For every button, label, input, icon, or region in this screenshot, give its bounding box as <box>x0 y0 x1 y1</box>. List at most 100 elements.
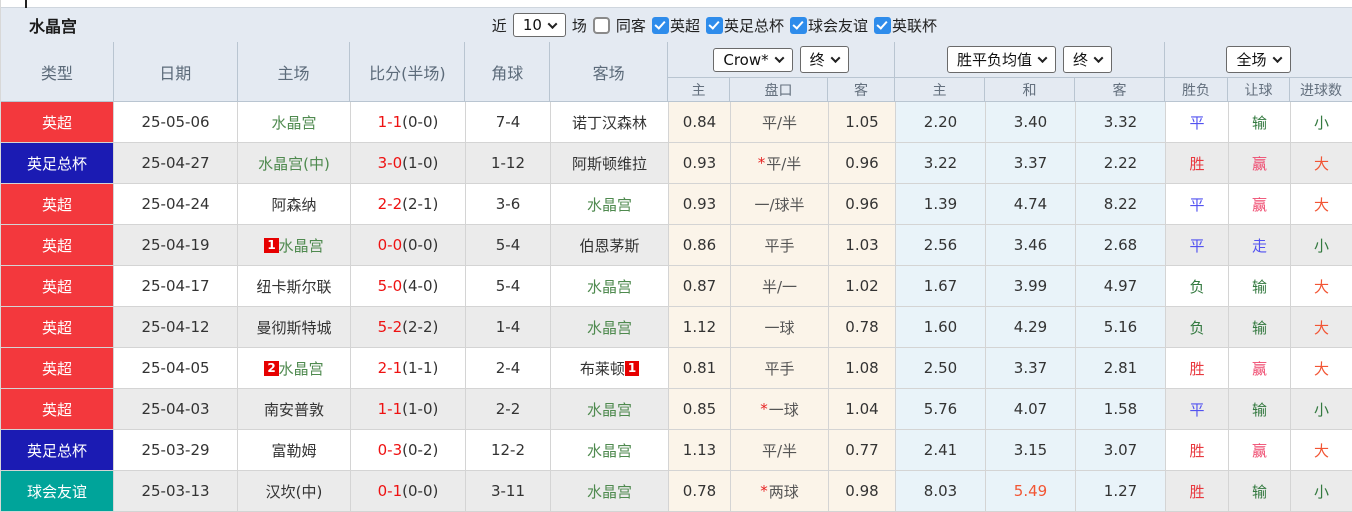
handicap-text: 半/一 <box>761 277 798 296</box>
avg-home: 1.60 <box>896 307 986 348</box>
home-team-name[interactable]: 汉坎(中) <box>265 482 323 501</box>
away-team-name[interactable]: 水晶宫 <box>586 195 632 214</box>
subheader-odds-away: 客 <box>828 77 895 101</box>
match-date: 25-04-12 <box>114 307 238 348</box>
header-date: 日期 <box>114 42 238 102</box>
halftime-score: (1-1) <box>402 359 439 377</box>
avg-time-select[interactable]: 终 <box>1063 46 1113 74</box>
handicap-result: 输 <box>1229 266 1291 307</box>
avg-draw: 5.49 <box>986 471 1076 512</box>
wdl-result: 胜 <box>1166 430 1229 471</box>
home-team-name[interactable]: 水晶宫(中) <box>258 154 330 173</box>
match-date: 25-04-17 <box>114 266 238 307</box>
away-team-name[interactable]: 水晶宫 <box>586 277 632 296</box>
subheader-odds-home: 主 <box>668 77 730 101</box>
same-away-checkbox[interactable] <box>592 16 610 34</box>
home-team-name[interactable]: 水晶宫 <box>271 113 317 132</box>
epl-checkbox[interactable] <box>651 16 669 34</box>
away-team-name[interactable]: 布莱顿 <box>579 359 625 378</box>
result-subheaders: 胜负 让球 进球数 <box>1165 77 1352 101</box>
away-team-name[interactable]: 阿斯顿维拉 <box>571 154 647 173</box>
facup-label: 英足总杯 <box>723 16 784 35</box>
away-team: 水晶宫 <box>551 307 669 348</box>
odds-time-select[interactable]: 终 <box>799 46 849 74</box>
home-team-name[interactable]: 水晶宫 <box>278 359 324 378</box>
goals-result: 小 <box>1291 102 1352 143</box>
match-date: 25-03-29 <box>114 430 238 471</box>
corner-score: 5-4 <box>466 266 551 307</box>
league-badge: 英超 <box>1 389 114 430</box>
home-team-name[interactable]: 水晶宫 <box>278 236 324 255</box>
cursor-artifact <box>25 0 27 8</box>
match-date: 25-04-03 <box>114 389 238 430</box>
away-team: 水晶宫 <box>551 471 669 512</box>
odds-away: 0.78 <box>829 307 896 348</box>
match-date: 25-04-05 <box>114 348 238 389</box>
odds-home: 0.93 <box>669 184 731 225</box>
eflcup-checkbox[interactable] <box>873 16 891 34</box>
odds-subheaders: 主 盘口 客 <box>668 77 895 101</box>
home-team-name[interactable]: 阿森纳 <box>271 195 317 214</box>
table-row: 英超 25-04-05 2 水晶宫 2-1 (1-1) 2-4 布莱顿 1 0.81 … <box>1 348 1352 389</box>
halftime-score: (0-0) <box>402 236 439 254</box>
odds-home: 0.84 <box>669 102 731 143</box>
league-filter-facup: 英足总杯 <box>705 15 784 36</box>
avg-home: 2.50 <box>896 348 986 389</box>
page-title: 水晶宫 <box>29 17 78 36</box>
header-home: 主场 <box>238 42 351 102</box>
avg-draw: 3.40 <box>986 102 1076 143</box>
avg-type-select[interactable]: 胜平负均值 <box>946 46 1056 74</box>
goals-result: 小 <box>1291 471 1352 512</box>
handicap-text: 平/半 <box>761 113 798 132</box>
avg-draw: 4.74 <box>986 184 1076 225</box>
away-team-name[interactable]: 水晶宫 <box>586 482 632 501</box>
corner-score: 5-4 <box>466 225 551 266</box>
chevron-down-icon <box>830 53 841 64</box>
home-team-name[interactable]: 纽卡斯尔联 <box>256 277 332 296</box>
handicap: 平手 <box>731 348 829 389</box>
halftime-score: (1-0) <box>402 400 439 418</box>
scope-select[interactable]: 全场 <box>1226 46 1291 74</box>
league-badge: 英超 <box>1 184 114 225</box>
title-bar: 水晶宫 近 10 场 同客 英超 英足总杯 球会友谊 英联杯 <box>1 8 1352 42</box>
goals-result: 小 <box>1291 389 1352 430</box>
match-date: 25-04-27 <box>114 143 238 184</box>
handicap: 一/球半 <box>731 184 829 225</box>
goals-result: 小 <box>1291 225 1352 266</box>
handicap-result: 输 <box>1229 389 1291 430</box>
odds-away: 1.05 <box>829 102 896 143</box>
halftime-score: (0-0) <box>402 113 439 131</box>
handicap-result: 赢 <box>1229 430 1291 471</box>
away-team-name[interactable]: 水晶宫 <box>586 441 632 460</box>
bookmaker-select[interactable]: Crow* <box>713 47 793 72</box>
subheader-wdl: 胜负 <box>1165 77 1228 101</box>
table-row: 英足总杯 25-04-27 水晶宫(中) 3-0 (1-0) 1-12 阿斯顿维拉… <box>1 143 1352 184</box>
epl-label: 英超 <box>669 16 700 35</box>
fulltime-score: 0-1 <box>377 482 403 500</box>
table-row: 英超 25-04-19 1 水晶宫 0-0 (0-0) 5-4 伯恩茅斯 0.86 … <box>1 225 1352 266</box>
home-team-name[interactable]: 曼彻斯特城 <box>256 318 332 337</box>
away-team: 布莱顿 1 <box>551 348 669 389</box>
recent-count-select[interactable]: 10 <box>512 13 566 37</box>
filter-bar: 近 10 场 同客 英超 英足总杯 球会友谊 英联杯 <box>492 13 937 37</box>
table-row: 英超 25-04-03 南安普敦 1-1 (1-0) 2-2 水晶宫 0.85 *… <box>1 389 1352 430</box>
result-header-group: 全场 胜负 让球 进球数 <box>1165 42 1352 101</box>
match-date: 25-04-24 <box>114 184 238 225</box>
matches-label: 场 <box>571 16 587 35</box>
friendly-checkbox[interactable] <box>789 16 807 34</box>
handicap: 一球 <box>731 307 829 348</box>
fulltime-score: 0-3 <box>377 441 403 459</box>
handicap: 半/一 <box>731 266 829 307</box>
away-team-name[interactable]: 水晶宫 <box>586 400 632 419</box>
facup-checkbox[interactable] <box>705 16 723 34</box>
avg-away: 3.32 <box>1076 102 1166 143</box>
friendly-label: 球会友谊 <box>807 16 868 35</box>
away-team-name[interactable]: 诺丁汉森林 <box>571 113 647 132</box>
home-team-name[interactable]: 富勒姆 <box>271 441 317 460</box>
subheader-avg-draw: 和 <box>985 77 1075 101</box>
away-team-name[interactable]: 水晶宫 <box>586 318 632 337</box>
home-team-name[interactable]: 南安普敦 <box>263 400 324 419</box>
table-row: 英超 25-04-24 阿森纳 2-2 (2-1) 3-6 水晶宫 0.93 一/… <box>1 184 1352 225</box>
away-team-name[interactable]: 伯恩茅斯 <box>579 236 640 255</box>
